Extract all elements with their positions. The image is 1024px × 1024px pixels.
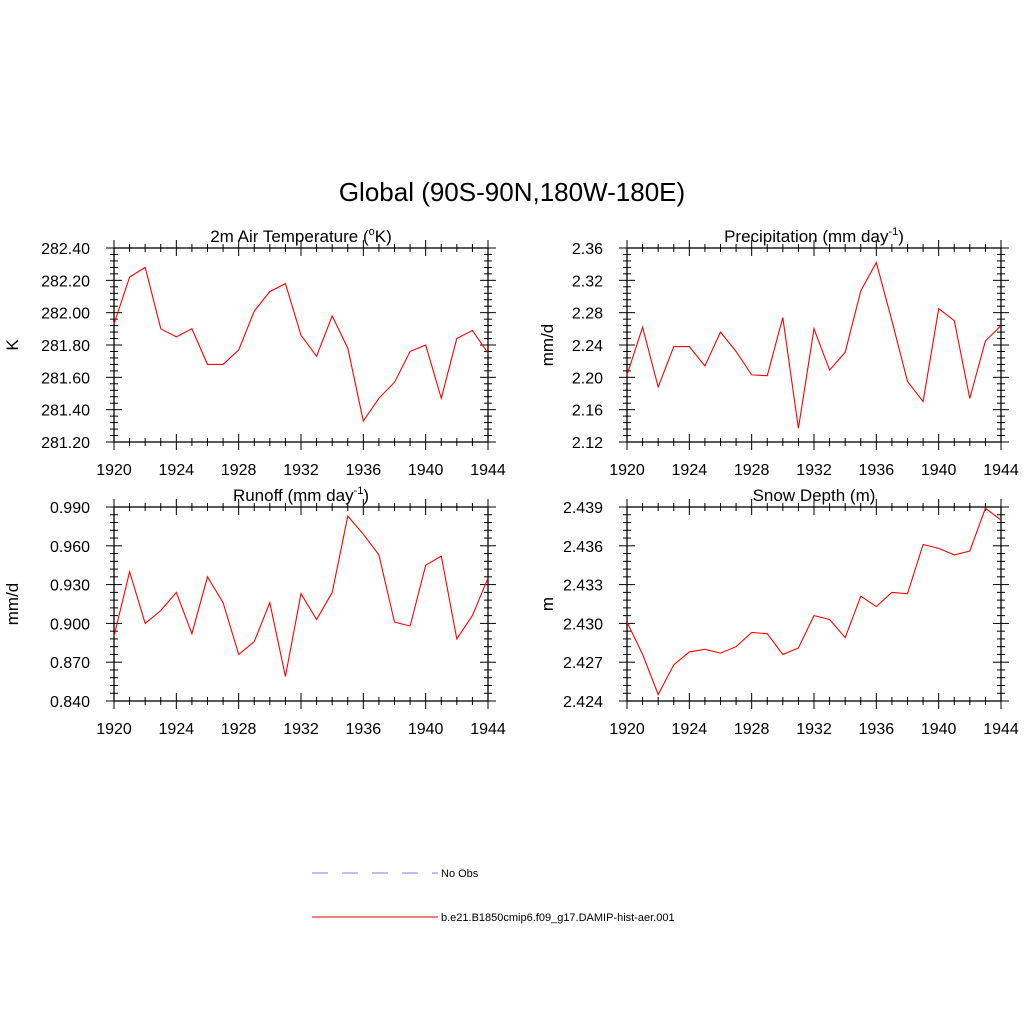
y-axis-label: mm/d [3,583,22,626]
series-line [626,261,1002,429]
y-tick-label: 282.20 [41,273,90,290]
y-tick-label: 2.439 [563,500,603,517]
x-tick-label: 1920 [96,462,132,479]
y-tick-label: 2.436 [563,539,603,556]
y-tick-label: 2.430 [563,616,603,633]
legend: No Obs b.e21.B1850cmip6.f09_g17.DAMIP-his… [312,868,675,924]
plot-frame [113,247,489,443]
chart-panel-3: Runoff (mm day-1) 1920 1924 1928 1932 1936 194… [3,485,506,738]
x-tick-label: 1940 [408,462,444,479]
y-tick-label: 282.00 [41,306,90,323]
y-tick-label: 0.900 [50,616,90,633]
panel-title-text: Precipitation (mm day [724,227,889,246]
y-tick-label: 0.840 [50,694,90,711]
chart-panels: 2m Air Temperature (oK)1920 1924 1928 1932 1… [3,226,1019,738]
panel-title-text-end: ) [363,486,369,505]
panel-title: Precipitation (mm day-1) [724,226,904,246]
y-axis-label: K [3,339,22,351]
plot-frame [626,506,1002,702]
panel-title-superscript: o [369,226,375,238]
series-line [113,514,489,677]
x-tick-label: 1924 [159,462,195,479]
x-tick-label: 1944 [470,721,506,738]
x-tick-label: 1928 [221,462,257,479]
y-tick-label: 0.990 [50,500,90,517]
x-tick-label: 1928 [734,462,770,479]
legend-label: No Obs [441,868,479,880]
panel-title-text: Runoff (mm day [233,486,354,505]
x-tick-label: 1944 [983,462,1019,479]
y-tick-label: 2.32 [572,273,603,290]
y-tick-label: 282.40 [41,241,90,258]
legend-entry-1: No Obs [312,868,479,880]
legend-label: b.e21.B1850cmip6.f09_g17.DAMIP-hist-aer.… [441,912,675,924]
x-tick-label: 1932 [796,462,832,479]
y-tick-label: 281.20 [41,435,90,452]
y-axis-label: mm/d [538,324,557,367]
chart-panel-4: Snow Depth (m) 1920 1924 1928 1932 1936 1940 19… [538,486,1019,738]
y-tick-label: 281.40 [41,403,90,420]
x-tick-label: 1924 [159,721,195,738]
x-tick-label: 1944 [470,462,506,479]
x-tick-label: 1936 [346,462,382,479]
x-tick-label: 1932 [796,721,832,738]
panel-title: Runoff (mm day-1) [233,485,369,505]
y-tick-label: 2.424 [563,694,603,711]
x-tick-label: 1940 [408,721,444,738]
y-tick-label: 0.930 [50,578,90,595]
panel-title-text: Snow Depth (m) [753,486,876,505]
x-tick-label: 1936 [859,462,895,479]
y-tick-label: 281.80 [41,338,90,355]
x-tick-label: 1944 [983,721,1019,738]
x-tick-label: 1932 [283,462,319,479]
y-tick-label: 2.433 [563,578,603,595]
panel-title-text-end: ) [898,227,904,246]
panel-title: Snow Depth (m) [753,486,876,505]
x-tick-label: 1940 [921,721,957,738]
y-tick-label: 0.960 [50,539,90,556]
x-tick-label: 1936 [859,721,895,738]
y-tick-label: 0.870 [50,655,90,672]
plot-frame [113,506,489,702]
y-tick-label: 2.36 [572,241,603,258]
plot-frame [626,247,1002,443]
chart-panel-1: 2m Air Temperature (oK) 1920 1924 1928 1932 1… [3,226,506,479]
y-tick-label: 2.427 [563,655,603,672]
panel-title-superscript: -1 [888,226,898,238]
x-tick-label: 1920 [96,721,132,738]
y-tick-label: 281.60 [41,370,90,387]
panel-title: 2m Air Temperature (oK) [210,226,392,246]
y-tick-label: 2.16 [572,403,603,420]
x-tick-label: 1924 [672,721,708,738]
x-tick-label: 1936 [346,721,382,738]
series-line [113,266,489,423]
x-tick-label: 1928 [221,721,257,738]
y-axis-label: m [538,597,557,611]
y-tick-label: 2.20 [572,370,603,387]
series-line [626,507,1002,696]
chart-panel-2: Precipitation (mm day-1) 1920 1924 1928 1932… [538,226,1019,479]
y-tick-label: 2.12 [572,435,603,452]
panel-title-text-end: K) [375,227,392,246]
panel-title-superscript: -1 [354,485,364,497]
y-tick-label: 2.24 [572,338,603,355]
x-tick-label: 1940 [921,462,957,479]
x-tick-label: 1920 [609,462,645,479]
y-tick-label: 2.28 [572,306,603,323]
x-tick-label: 1932 [283,721,319,738]
x-tick-label: 1920 [609,721,645,738]
panel-title-text: 2m Air Temperature ( [210,227,369,246]
main-title: Global (90S-90N,180W-180E) [339,177,685,207]
legend-entry-2: b.e21.B1850cmip6.f09_g17.DAMIP-hist-aer.… [312,912,675,924]
x-tick-label: 1924 [672,462,708,479]
x-tick-label: 1928 [734,721,770,738]
